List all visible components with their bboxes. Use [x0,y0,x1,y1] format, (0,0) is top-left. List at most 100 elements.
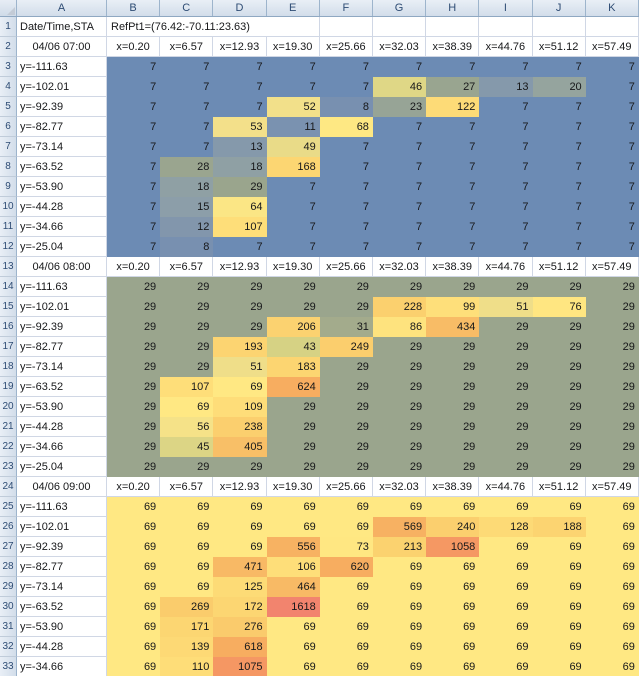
cell-D23[interactable]: 29 [213,457,267,477]
cell-B3[interactable]: 7 [107,57,161,77]
cell-K24[interactable]: x=57.49 [585,477,639,497]
cell-B31[interactable]: 69 [107,617,161,637]
cell-H1[interactable] [426,17,480,37]
col-header-K[interactable]: K [585,0,639,16]
cell-A20[interactable]: y=-53.90 [17,397,107,417]
row-header-28[interactable]: 28 [0,557,17,577]
cell-H25[interactable]: 69 [426,497,480,517]
cell-D21[interactable]: 238 [213,417,267,437]
cell-G8[interactable]: 7 [372,157,427,177]
cell-A22[interactable]: y=-34.66 [17,437,107,457]
row-header-18[interactable]: 18 [0,357,17,377]
cell-B20[interactable]: 29 [107,397,161,417]
cell-J4[interactable]: 20 [532,77,586,97]
cell-J6[interactable]: 7 [532,117,586,137]
col-header-J[interactable]: J [532,0,586,16]
cell-B8[interactable]: 7 [107,157,161,177]
cell-J18[interactable]: 29 [532,357,586,377]
cell-F26[interactable]: 69 [319,517,373,537]
cell-A27[interactable]: y=-92.39 [17,537,107,557]
cell-A9[interactable]: y=-53.90 [17,177,107,197]
cell-K27[interactable]: 69 [585,537,639,557]
cell-G17[interactable]: 29 [372,337,427,357]
cell-I5[interactable]: 7 [479,97,533,117]
row-header-29[interactable]: 29 [0,577,17,597]
cell-K31[interactable]: 69 [585,617,639,637]
cell-K10[interactable]: 7 [585,197,639,217]
cell-E10[interactable]: 7 [266,197,320,217]
cell-J11[interactable]: 7 [532,217,586,237]
cell-G2[interactable]: x=32.03 [372,37,427,57]
cell-C6[interactable]: 7 [160,117,214,137]
cell-K23[interactable]: 29 [585,457,639,477]
col-header-G[interactable]: G [372,0,427,16]
cell-K29[interactable]: 69 [585,577,639,597]
cell-K26[interactable]: 69 [585,517,639,537]
cell-K22[interactable]: 29 [585,437,639,457]
cell-G3[interactable]: 7 [372,57,427,77]
row-header-9[interactable]: 9 [0,177,17,197]
cell-J15[interactable]: 76 [532,297,586,317]
cell-A24[interactable]: 04/06 09:00 [17,477,107,497]
cell-J28[interactable]: 69 [532,557,586,577]
row-header-31[interactable]: 31 [0,617,17,637]
cell-B10[interactable]: 7 [107,197,161,217]
cell-C21[interactable]: 56 [160,417,214,437]
cell-A23[interactable]: y=-25.04 [17,457,107,477]
cell-A21[interactable]: y=-44.28 [17,417,107,437]
cell-I12[interactable]: 7 [479,237,533,257]
cell-I25[interactable]: 69 [479,497,533,517]
cell-B23[interactable]: 29 [107,457,161,477]
cell-I13[interactable]: x=44.76 [479,257,533,277]
cell-G30[interactable]: 69 [372,597,427,617]
cell-C17[interactable]: 29 [160,337,214,357]
row-header-24[interactable]: 24 [0,477,17,497]
cell-F2[interactable]: x=25.66 [319,37,373,57]
cell-C3[interactable]: 7 [160,57,214,77]
cell-K17[interactable]: 29 [585,337,639,357]
row-header-1[interactable]: 1 [0,17,17,37]
cell-F32[interactable]: 69 [319,637,373,657]
cell-G7[interactable]: 7 [372,137,427,157]
cell-E12[interactable]: 7 [266,237,320,257]
cell-A10[interactable]: y=-44.28 [17,197,107,217]
cell-K12[interactable]: 7 [585,237,639,257]
cell-C25[interactable]: 69 [160,497,214,517]
cell-C10[interactable]: 15 [160,197,214,217]
cell-E32[interactable]: 69 [266,637,320,657]
cell-D5[interactable]: 7 [213,97,267,117]
cell-F3[interactable]: 7 [319,57,373,77]
row-header-26[interactable]: 26 [0,517,17,537]
cell-I9[interactable]: 7 [479,177,533,197]
cell-D22[interactable]: 405 [213,437,267,457]
cell-H30[interactable]: 69 [426,597,480,617]
cell-J5[interactable]: 7 [532,97,586,117]
cell-J1[interactable] [532,17,586,37]
cell-B27[interactable]: 69 [107,537,161,557]
cell-B24[interactable]: x=0.20 [107,477,161,497]
cell-J16[interactable]: 29 [532,317,586,337]
cell-K9[interactable]: 7 [585,177,639,197]
row-header-21[interactable]: 21 [0,417,17,437]
cell-E23[interactable]: 29 [266,457,320,477]
cell-C12[interactable]: 8 [160,237,214,257]
cell-J23[interactable]: 29 [532,457,586,477]
cell-H4[interactable]: 27 [426,77,480,97]
cell-F16[interactable]: 31 [319,317,373,337]
cell-K6[interactable]: 7 [585,117,639,137]
cell-C7[interactable]: 7 [160,137,214,157]
cell-C26[interactable]: 69 [160,517,214,537]
cell-I19[interactable]: 29 [479,377,533,397]
cell-H8[interactable]: 7 [426,157,480,177]
cell-K30[interactable]: 69 [585,597,639,617]
cell-G23[interactable]: 29 [372,457,427,477]
col-header-F[interactable]: F [319,0,373,16]
cell-B19[interactable]: 29 [107,377,161,397]
cell-G10[interactable]: 7 [372,197,427,217]
cell-J26[interactable]: 188 [532,517,586,537]
cell-E4[interactable]: 7 [266,77,320,97]
cell-D15[interactable]: 29 [213,297,267,317]
cell-G18[interactable]: 29 [372,357,427,377]
cell-E19[interactable]: 624 [266,377,320,397]
row-header-2[interactable]: 2 [0,37,17,57]
